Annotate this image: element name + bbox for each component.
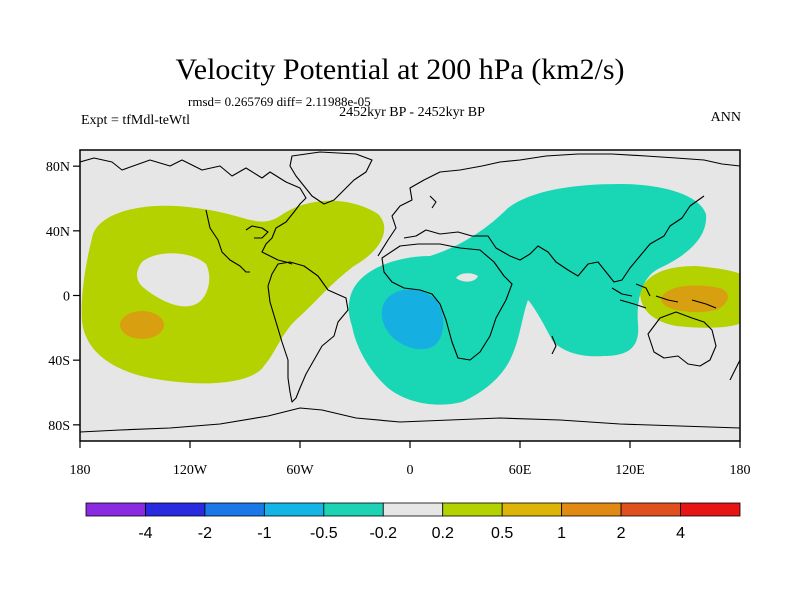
- colorbar: -4 -2 -1 -0.5 -0.2 0.2 0.5 1 2 4: [85, 502, 741, 542]
- colorbar-swatch: [145, 502, 206, 517]
- colorbar-label: -0.5: [310, 525, 338, 542]
- rmsd-diff-stats: rmsd= 0.265769 diff= 2.11988e-05: [188, 94, 371, 109]
- season-label: ANN: [710, 110, 741, 125]
- colorbar-swatch: [263, 502, 325, 517]
- x-tick-label: 180: [730, 463, 751, 478]
- north-america-coastline: [80, 157, 307, 273]
- y-tick-label: 0: [63, 290, 70, 305]
- south-america-coastline: [267, 261, 349, 403]
- y-tick-label: 40S: [48, 354, 70, 369]
- colorbar-label: -0.2: [369, 525, 397, 542]
- x-tick-label: 120W: [173, 463, 208, 478]
- colorbar-swatch: [85, 502, 146, 517]
- colorbar-swatch: [501, 502, 563, 517]
- africa-coastline: [381, 243, 513, 361]
- colorbar-label: 0.5: [491, 525, 513, 542]
- colorbar-label: -4: [138, 525, 152, 542]
- period-subtitle: 2452kyr BP - 2452kyr BP: [339, 105, 485, 120]
- antarctica-coastline: [80, 407, 740, 433]
- colorbar-swatch: [620, 502, 681, 517]
- misc-islands-coastline: [429, 195, 740, 381]
- atlantic-minimum-region: [381, 289, 444, 350]
- colorbar-swatch: [323, 502, 384, 517]
- colorbar-label: 0.2: [432, 525, 454, 542]
- greenland-coastline: [289, 151, 373, 205]
- x-tick-label: 60W: [286, 463, 314, 478]
- colorbar-label: 1: [557, 525, 566, 542]
- y-tick-label: 80S: [48, 419, 70, 434]
- experiment-label: Expt = tfMdl-teWtl: [81, 113, 190, 128]
- colorbar-label: 4: [676, 525, 685, 542]
- australia-coastline: [647, 311, 717, 367]
- y-tick-label: 40N: [46, 225, 70, 240]
- colorbar-label: 2: [617, 525, 626, 542]
- y-tick-label: 80N: [46, 160, 70, 175]
- x-tick-label: 0: [407, 463, 414, 478]
- maritime-continent-coastline: [611, 283, 717, 309]
- axis-ticks: 180 120W 60W 0 60E 120E 180 80N 40N 0 40S 80S: [46, 160, 751, 478]
- colorbar-swatch: [561, 502, 622, 517]
- africa-asia-negative-region: [348, 184, 707, 405]
- map-fill-layer: [80, 150, 740, 441]
- colorbar-swatch: [382, 502, 444, 517]
- colorbar-swatch: [442, 502, 503, 517]
- pacific-atlantic-positive-region: [81, 200, 385, 384]
- colorbar-swatch: [680, 502, 741, 517]
- chart-title: Velocity Potential at 200 hPa (km2/s): [175, 53, 625, 86]
- central-pacific-maximum-region: [120, 311, 164, 339]
- western-pacific-maximum-region: [661, 285, 728, 313]
- x-tick-label: 180: [70, 463, 91, 478]
- europe-asia-coastline: [377, 153, 740, 283]
- colorbar-label: -2: [198, 525, 212, 542]
- colorbar-label: -1: [257, 525, 271, 542]
- x-tick-label: 120E: [615, 463, 645, 478]
- colorbar-swatch: [204, 502, 265, 517]
- x-tick-label: 60E: [509, 463, 532, 478]
- coastlines: [80, 151, 740, 433]
